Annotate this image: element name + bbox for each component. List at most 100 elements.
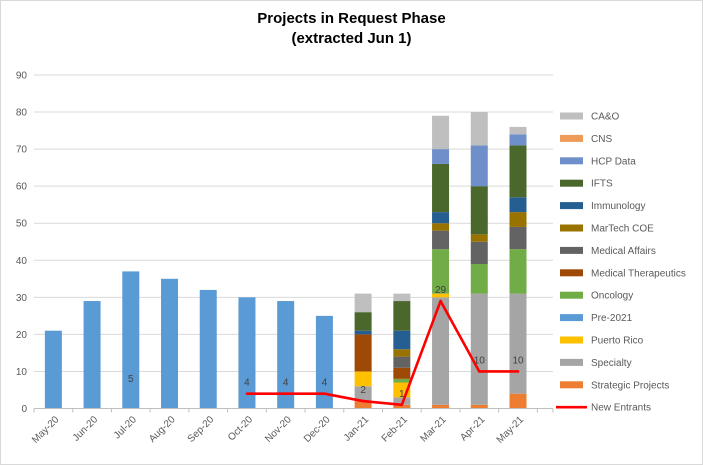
bar-segment: [432, 297, 450, 405]
legend-swatch: [560, 134, 583, 142]
new-entrants-line-segment: [323, 392, 365, 403]
x-axis-category-label: Aug-20: [147, 414, 178, 445]
line-point-label: 4: [244, 378, 250, 389]
y-axis-tick-label: 20: [16, 330, 28, 341]
bar-segment: [354, 386, 372, 402]
legend-swatch: [560, 269, 583, 277]
bar-segment: [432, 223, 450, 231]
new-entrants-line-segment: [439, 299, 481, 373]
bar-segment: [432, 404, 450, 409]
bar-segment: [509, 393, 527, 409]
bar-segment: [509, 197, 527, 213]
x-axis-category-label: Jul-20: [112, 414, 139, 441]
line-point-label: 10: [474, 355, 486, 366]
y-axis-tick-label: 10: [16, 367, 28, 378]
x-axis-category-label: Oct-20: [226, 414, 255, 443]
x-axis-category-label: May-21: [495, 414, 527, 446]
bar-segment: [432, 293, 450, 298]
bar-segment: [393, 349, 411, 357]
legend-swatch: [560, 246, 583, 254]
x-axis-category-label: Mar-21: [418, 414, 448, 444]
bar-segment: [354, 312, 372, 331]
legend-label: Specialty: [591, 358, 632, 369]
bar-segment: [432, 115, 450, 150]
bar-segment: [354, 401, 372, 409]
x-axis-category-label: Jun-20: [71, 414, 101, 444]
line-point-label: 29: [435, 285, 447, 296]
y-axis-tick-label: 0: [21, 404, 27, 415]
line-point-label: 5: [128, 374, 134, 385]
bar-segment: [354, 293, 372, 313]
bar-segment: [509, 212, 527, 227]
bar-segment: [509, 126, 527, 135]
bar-segment: [432, 163, 450, 213]
x-axis-category-label: Dec-20: [302, 414, 333, 445]
chart-title: Projects in Request Phase (extracted Jun…: [1, 9, 702, 49]
bar-segment: [277, 301, 295, 409]
legend-label: HCP Data: [591, 156, 636, 167]
bar-segment: [393, 367, 411, 379]
legend-swatch: [560, 202, 583, 210]
legend-label: Strategic Projects: [591, 380, 669, 391]
bar-segment: [432, 230, 450, 250]
legend-swatch: [560, 224, 583, 232]
bar-segment: [470, 145, 488, 187]
legend-swatch: [560, 314, 583, 322]
new-entrants-line-segment: [400, 299, 442, 407]
bar-segment: [199, 289, 217, 409]
chart-title-line2: (extracted Jun 1): [291, 30, 412, 47]
bar-segment: [470, 112, 488, 146]
legend-label: CA&O: [591, 112, 620, 123]
legend-label: Medical Affairs: [591, 246, 656, 257]
bar-segment: [161, 278, 179, 409]
bar-segment: [470, 263, 488, 294]
bar-segment: [393, 356, 411, 368]
legend-label: MarTech COE: [591, 224, 654, 235]
bar-segment: [470, 293, 488, 405]
bar-segment: [470, 234, 488, 242]
legend-swatch: [560, 112, 583, 120]
bar-segment: [509, 226, 527, 250]
line-point-label: 4: [283, 378, 289, 389]
x-axis-category-label: Feb-21: [380, 414, 410, 444]
bar-segment: [315, 315, 333, 409]
bar-segment: [393, 293, 411, 302]
legend-label: New Entrants: [591, 403, 651, 414]
bar-segment: [354, 334, 372, 372]
y-axis-tick-label: 50: [16, 219, 28, 230]
legend-swatch: [560, 381, 583, 389]
legend-swatch: [560, 179, 583, 187]
line-point-label: 10: [512, 355, 524, 366]
legend-label: IFTS: [591, 179, 613, 190]
y-axis-tick-label: 90: [16, 71, 28, 82]
bar-segment: [432, 212, 450, 224]
legend-label: Pre-2021: [591, 313, 633, 324]
bar-segment: [354, 330, 372, 335]
chart-title-line1: Projects in Request Phase: [257, 10, 446, 27]
new-entrants-line-segment: [361, 399, 404, 407]
legend-swatch: [560, 358, 583, 366]
bar-segment: [83, 301, 101, 409]
x-axis-category-label: Nov-20: [263, 414, 294, 445]
bar-segment: [509, 134, 527, 146]
legend-label: Oncology: [591, 291, 633, 302]
legend-swatch: [560, 336, 583, 344]
bar-segment: [393, 330, 411, 350]
bar-segment: [393, 301, 411, 331]
bar-segment: [44, 330, 62, 409]
bar-segment: [238, 297, 256, 409]
bar-segment: [470, 241, 488, 264]
line-point-label: 4: [322, 378, 328, 389]
x-axis-category-label: Apr-21: [458, 414, 487, 443]
legend-label: Immunology: [591, 201, 645, 212]
bar-segment: [470, 186, 488, 235]
bar-segment: [509, 249, 527, 294]
legend-label: Medical Therapeutics: [591, 268, 686, 279]
bar-segment: [470, 404, 488, 409]
bar-segment: [509, 293, 527, 394]
bar-segment: [432, 249, 450, 294]
bar-segment: [393, 404, 411, 409]
y-axis-tick-label: 30: [16, 293, 28, 304]
